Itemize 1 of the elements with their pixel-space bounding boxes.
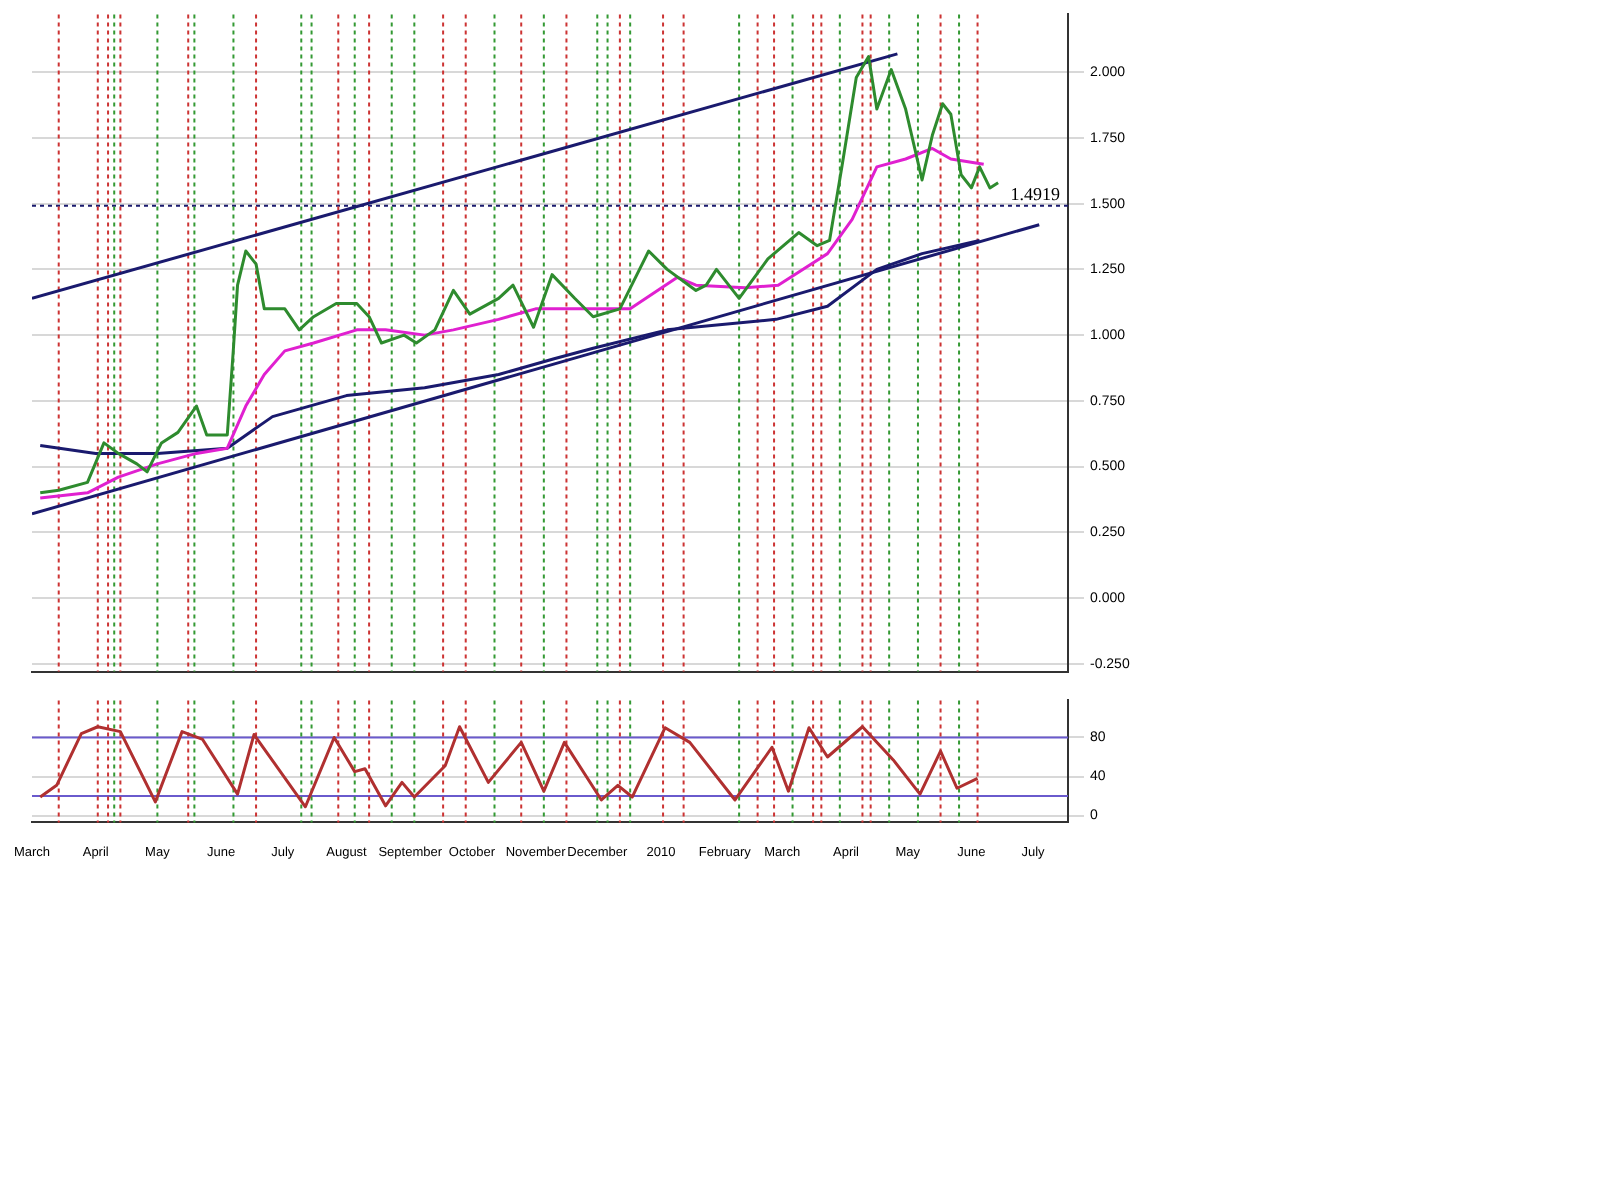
ref-line-label: 1.4919 (1010, 183, 1061, 204)
